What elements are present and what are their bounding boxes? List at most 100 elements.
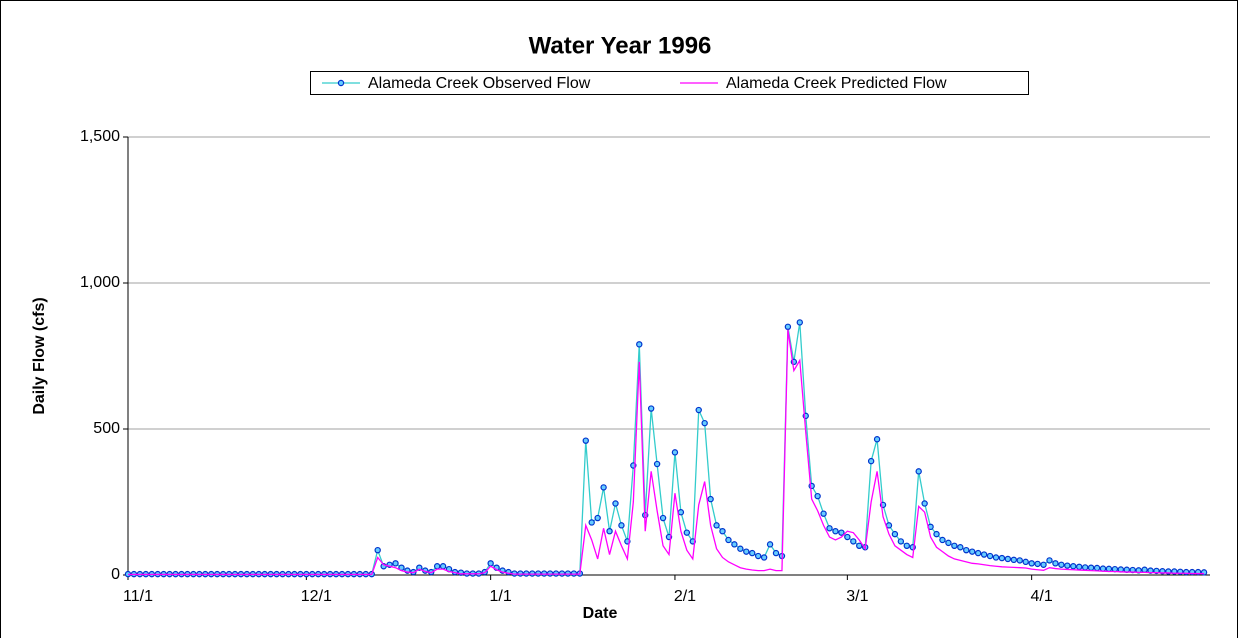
point-marker [1022, 558, 1029, 566]
point-marker [903, 542, 911, 550]
series-line [128, 329, 1205, 576]
legend-label: Alameda Creek Observed Flow [368, 75, 591, 92]
y-axis-label: Daily Flow (cfs) [31, 297, 48, 414]
point-marker [992, 554, 1000, 561]
point-marker [998, 554, 1006, 562]
point-marker [725, 536, 732, 544]
point-marker [1064, 562, 1071, 569]
y-tick-label: 500 [93, 420, 120, 437]
point-marker [951, 542, 958, 550]
point-marker [647, 405, 655, 412]
point-marker [695, 406, 702, 414]
point-marker [933, 530, 940, 538]
point-marker [636, 341, 643, 348]
point-marker [1034, 560, 1041, 568]
legend-marker [337, 79, 345, 87]
point-marker [659, 514, 667, 522]
x-axis-label: Date [583, 605, 618, 622]
legend-box [310, 71, 1029, 95]
point-marker [980, 551, 988, 558]
point-marker [897, 538, 905, 545]
point-marker [600, 484, 607, 491]
point-marker [986, 552, 994, 560]
point-marker [921, 500, 928, 507]
point-marker [677, 509, 685, 516]
point-marker [1070, 563, 1077, 570]
point-marker [743, 548, 750, 555]
x-tick-label: 1/1 [490, 588, 512, 605]
point-marker [772, 549, 780, 557]
point-marker [968, 548, 976, 555]
point-marker [826, 525, 833, 532]
point-marker [671, 449, 679, 456]
point-marker [1004, 555, 1012, 563]
point-marker [1093, 564, 1101, 572]
point-marker [963, 546, 970, 554]
point-marker [838, 529, 845, 536]
point-marker [945, 539, 952, 547]
point-marker [1046, 557, 1053, 564]
point-marker [1141, 566, 1148, 573]
point-marker [784, 323, 792, 330]
point-marker [594, 514, 601, 522]
point-marker [749, 549, 756, 557]
point-marker [392, 560, 399, 567]
point-marker [737, 545, 744, 552]
point-marker [820, 510, 827, 517]
point-marker [867, 457, 875, 465]
point-marker [1058, 561, 1065, 568]
legend-label: Alameda Creek Predicted Flow [726, 75, 947, 92]
point-marker [939, 536, 946, 544]
x-tick-label: 2/1 [674, 588, 696, 605]
point-marker [957, 544, 964, 551]
point-marker [588, 519, 595, 526]
point-marker [707, 495, 714, 503]
point-marker [1016, 557, 1023, 564]
point-marker [1028, 560, 1035, 567]
point-marker [1105, 565, 1113, 573]
point-marker [1200, 569, 1208, 576]
point-marker [796, 319, 803, 326]
point-marker [618, 522, 625, 529]
x-tick-label: 11/1 [123, 588, 153, 605]
point-marker [612, 500, 619, 507]
x-tick-label: 3/1 [846, 588, 868, 605]
point-marker [1052, 560, 1059, 567]
point-marker [719, 528, 726, 535]
point-marker [1087, 564, 1095, 571]
y-tick-label: 1,500 [80, 128, 120, 145]
point-marker [1081, 564, 1089, 571]
point-marker [713, 522, 720, 529]
x-tick-label: 12/1 [301, 588, 332, 605]
point-marker [487, 560, 494, 567]
x-tick-label: 4/1 [1031, 588, 1053, 605]
point-marker [439, 563, 447, 570]
point-marker [731, 541, 738, 548]
point-marker [582, 437, 589, 444]
point-marker [850, 538, 857, 545]
y-tick-label: 1,000 [80, 274, 120, 291]
point-marker [915, 468, 922, 475]
point-marker [683, 529, 691, 536]
point-marker [856, 542, 863, 550]
point-marker [1076, 563, 1083, 571]
point-marker [873, 436, 881, 443]
point-marker [766, 541, 774, 548]
point-marker [844, 533, 851, 541]
point-marker [1040, 561, 1047, 568]
point-marker [457, 569, 465, 576]
chart-title: Water Year 1996 [529, 32, 712, 59]
point-marker [974, 549, 982, 557]
point-marker [891, 530, 899, 538]
point-marker [1099, 565, 1107, 572]
point-marker [832, 528, 839, 535]
point-marker [760, 554, 768, 561]
point-marker [374, 546, 381, 554]
point-marker [814, 492, 821, 500]
point-marker [653, 460, 661, 468]
point-marker [433, 563, 441, 570]
point-marker [701, 419, 708, 427]
point-marker [606, 528, 613, 535]
